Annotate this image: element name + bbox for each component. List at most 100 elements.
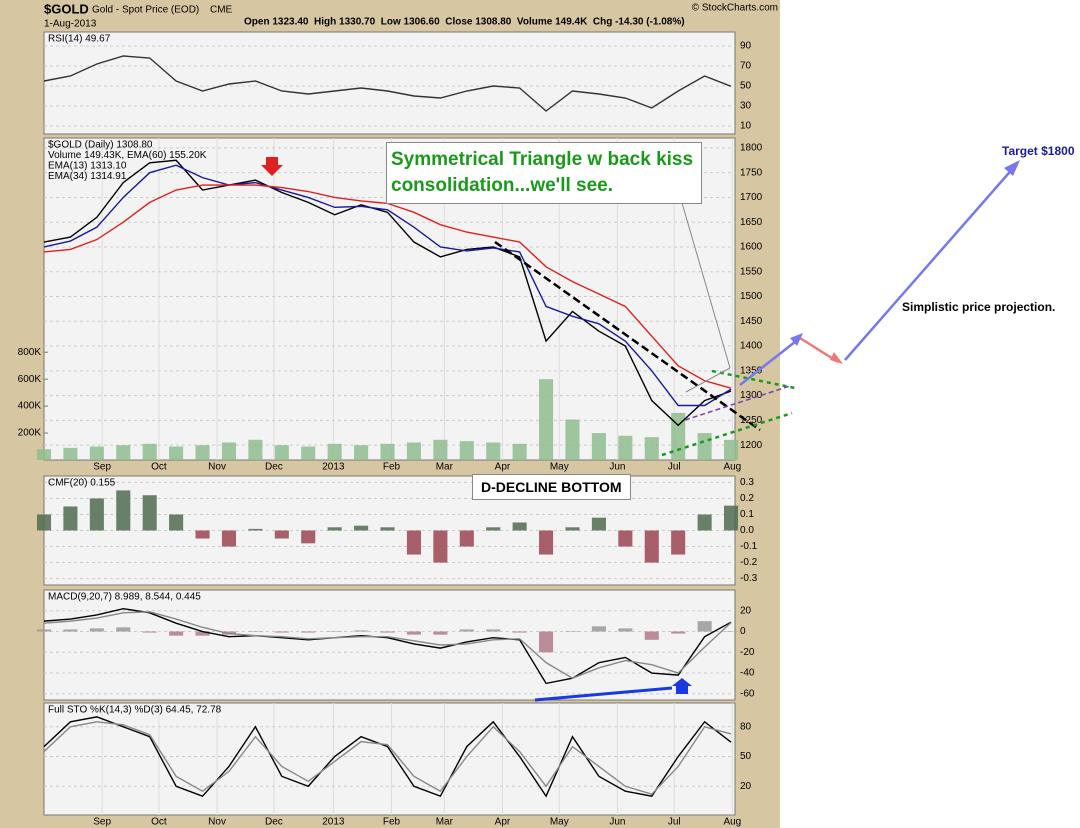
- bar: [274, 631, 289, 633]
- x-tick-label: Jul: [668, 462, 681, 473]
- y2-tick-label: 600K: [18, 374, 42, 385]
- line: [43, 607, 732, 685]
- bar: [380, 631, 395, 633]
- bar: [248, 439, 263, 460]
- y-tick-label: 1600: [740, 242, 763, 253]
- bar: [301, 631, 316, 633]
- x-tick-label: Sep: [93, 462, 111, 473]
- bar: [169, 514, 184, 531]
- bar: [565, 419, 580, 460]
- bar: [354, 445, 369, 460]
- y-tick-label: 0.0: [740, 525, 754, 536]
- x-tick-label: Dec: [265, 817, 283, 828]
- bar: [591, 433, 606, 460]
- x-tick-label: Feb: [383, 817, 401, 828]
- bar: [89, 628, 104, 632]
- line: [43, 159, 732, 427]
- bar: [301, 530, 316, 544]
- bar: [89, 446, 104, 460]
- x-tick-label: Sep: [93, 817, 111, 828]
- y2-tick-label: 800K: [18, 347, 42, 358]
- y-tick-label: 1200: [740, 440, 763, 451]
- bar: [169, 631, 184, 636]
- bar: [512, 631, 527, 633]
- y-tick-label: -0.1: [740, 541, 758, 552]
- bar: [591, 517, 606, 531]
- exchange: CME: [210, 5, 233, 16]
- panel-title: Full STO %K(14,3) %D(3) 64.45, 72.78: [48, 705, 222, 716]
- bar: [221, 442, 237, 460]
- x-tick-label: Apr: [495, 817, 511, 828]
- bar: [274, 445, 289, 460]
- y-tick-label: 1450: [740, 316, 763, 327]
- panels: 90 70 50 30 10 RSI(14) 49.67 Sep Oct Nov Dec 2013 F…: [18, 31, 763, 828]
- x-tick-label: Oct: [151, 817, 167, 828]
- bar: [354, 630, 369, 632]
- triangle-bottom: [661, 411, 793, 457]
- y-tick-label: 1750: [740, 167, 763, 178]
- y-tick-label: -40: [740, 668, 755, 679]
- bar: [63, 506, 78, 531]
- bar: [539, 379, 554, 460]
- bar: [274, 530, 289, 539]
- legend-entry: EMA(13) 1313.10: [48, 161, 127, 172]
- bar: [486, 527, 501, 531]
- credit: © StockCharts.com: [692, 3, 778, 14]
- callout-line: [679, 195, 731, 369]
- bar: [36, 629, 52, 632]
- y-tick-label: 1400: [740, 341, 763, 352]
- divergence-line: [534, 686, 673, 702]
- line: [43, 611, 732, 679]
- bar: [380, 527, 395, 531]
- x-tick-label: Oct: [151, 462, 167, 473]
- bar: [142, 495, 157, 531]
- x-tick-label: Aug: [723, 817, 741, 828]
- y2-tick-label: 200K: [18, 428, 42, 439]
- x-tick-label: 2013: [322, 817, 345, 828]
- bar: [433, 631, 448, 635]
- y-tick-label: 30: [740, 101, 752, 112]
- bar: [195, 631, 210, 636]
- bar: [327, 527, 342, 531]
- y-tick-label: 20: [740, 781, 752, 792]
- y-tick-label: 50: [740, 81, 752, 92]
- x-tick-label: Aug: [723, 462, 741, 473]
- bar: [644, 437, 659, 460]
- y-tick-label: 1350: [740, 365, 763, 376]
- line: [43, 164, 732, 407]
- arrowhead: [790, 333, 803, 346]
- bar: [644, 530, 659, 563]
- bar: [433, 530, 448, 563]
- bar: [697, 621, 712, 632]
- y-tick-label: 0.3: [740, 477, 754, 488]
- bar: [459, 441, 474, 460]
- x-tick-label: Nov: [208, 462, 226, 473]
- bar: [697, 514, 712, 531]
- bar: [301, 446, 316, 460]
- bar: [195, 530, 210, 539]
- bar: [36, 449, 52, 460]
- x-tick-label: Nov: [208, 817, 226, 828]
- y-tick-label: 1700: [740, 192, 763, 203]
- bottom-note: D-DECLINE BOTTOM: [472, 474, 631, 500]
- panel: [43, 589, 736, 701]
- bar: [221, 530, 237, 547]
- x-tick-label: Jun: [609, 462, 625, 473]
- bar: [116, 490, 131, 531]
- x-tick-label: Jul: [668, 817, 681, 828]
- bar: [63, 447, 78, 460]
- line: [43, 716, 732, 798]
- y-tick-label: 1500: [740, 291, 763, 302]
- callout-line: [685, 367, 731, 393]
- back-kiss: [684, 385, 791, 421]
- panel-title: $GOLD (Daily) 1308.80: [48, 140, 153, 151]
- bar: [512, 443, 527, 460]
- y2-tick-label: 400K: [18, 401, 42, 412]
- projection-up-1: [739, 337, 801, 386]
- bar: [63, 629, 78, 632]
- y-tick-label: 0.2: [740, 493, 754, 504]
- bar: [644, 631, 659, 640]
- line: [43, 721, 732, 795]
- blue-arrow: [672, 678, 692, 694]
- y-tick-label: 80: [740, 721, 752, 732]
